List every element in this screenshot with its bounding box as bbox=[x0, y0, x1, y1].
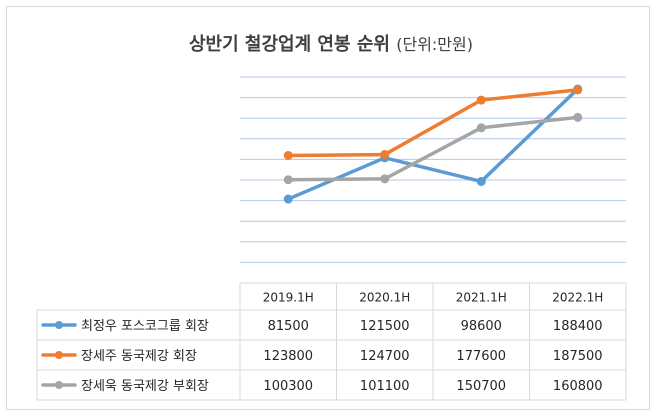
table-value: 177600 bbox=[456, 349, 506, 364]
table-value: 81500 bbox=[268, 319, 309, 334]
table-value: 124700 bbox=[360, 349, 410, 364]
x-tick-label: 2020.1H bbox=[359, 291, 410, 305]
series-line bbox=[286, 88, 580, 158]
data-point bbox=[476, 176, 486, 186]
table-value: 150700 bbox=[456, 379, 506, 394]
chart-frame bbox=[6, 6, 650, 410]
series-line bbox=[286, 115, 580, 182]
legend-key-marker bbox=[55, 321, 63, 329]
table-value: 98600 bbox=[461, 319, 502, 334]
data-point bbox=[380, 174, 390, 184]
table-value: 101100 bbox=[360, 379, 410, 394]
legend-label: 최정우 포스코그룹 회장 bbox=[81, 319, 209, 334]
table-value: 188400 bbox=[553, 319, 603, 334]
table-value: 123800 bbox=[263, 349, 313, 364]
table-value: 187500 bbox=[553, 349, 603, 364]
data-point bbox=[476, 95, 486, 105]
data-point bbox=[573, 85, 583, 95]
x-tick-label: 2022.1H bbox=[552, 291, 603, 305]
legend-key-marker bbox=[55, 381, 63, 389]
table-value: 160800 bbox=[553, 379, 603, 394]
table-value: 121500 bbox=[360, 319, 410, 334]
x-tick-label: 2019.1H bbox=[263, 291, 314, 305]
series-line bbox=[286, 87, 580, 201]
data-point bbox=[283, 194, 293, 204]
data-point bbox=[476, 123, 486, 133]
data-point bbox=[380, 150, 390, 160]
data-point bbox=[573, 112, 583, 122]
data-point bbox=[283, 150, 293, 160]
chart-title-main: 상반기 철강업계 연봉 순위 bbox=[188, 34, 390, 55]
legend-label: 장세주 동국제강 회장 bbox=[81, 349, 197, 364]
data-point bbox=[283, 175, 293, 185]
x-tick-label: 2021.1H bbox=[456, 291, 507, 305]
legend-key-marker bbox=[55, 351, 63, 359]
chart-title: 상반기 철강업계 연봉 순위 (단위:만원) bbox=[0, 30, 662, 56]
legend-label: 장세욱 동국제강 부회장 bbox=[81, 379, 209, 394]
table-value: 100300 bbox=[263, 379, 313, 394]
chart-title-unit: (단위:만원) bbox=[396, 35, 473, 54]
